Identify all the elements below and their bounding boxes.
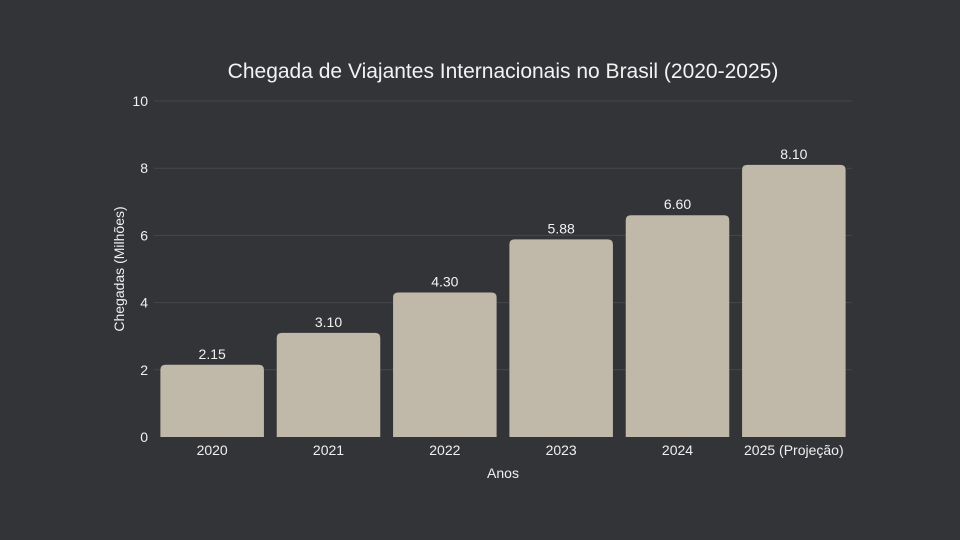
bar-2025 (742, 164, 846, 437)
x-tick-label: 2024 (662, 442, 693, 458)
gridlines (154, 100, 852, 371)
y-axis-ticks: 0 2 4 6 8 10 (132, 93, 148, 445)
data-label: 2.15 (199, 346, 226, 362)
data-labels: 2.15 3.10 4.30 5.88 6.60 8.10 (199, 146, 808, 362)
data-label: 6.60 (664, 196, 691, 212)
y-axis-title: Chegadas (Milhões) (111, 206, 127, 331)
data-label: 4.30 (431, 274, 458, 290)
x-axis-ticks: 2020 2021 2022 2023 2024 2025 (Projeção) (197, 442, 844, 458)
y-tick-label: 4 (140, 295, 148, 311)
x-tick-label: 2022 (429, 442, 460, 458)
x-tick-label: 2023 (546, 442, 577, 458)
y-tick-label: 8 (140, 160, 148, 176)
x-tick-label: 2020 (197, 442, 228, 458)
chart-title: Chegada de Viajantes Internacionais no B… (228, 60, 779, 83)
data-label: 3.10 (315, 314, 342, 330)
bar-2020 (160, 364, 264, 437)
x-axis-title: Anos (487, 465, 519, 481)
bar-2023 (509, 239, 613, 437)
bar-2024 (625, 215, 730, 437)
bar-2022 (393, 292, 497, 437)
y-tick-label: 10 (132, 93, 148, 109)
y-tick-label: 2 (140, 362, 148, 378)
y-tick-label: 0 (140, 429, 148, 445)
x-tick-label: 2021 (313, 442, 344, 458)
bars (160, 164, 846, 437)
bar-2021 (276, 332, 381, 437)
data-label: 5.88 (548, 220, 575, 236)
data-label: 8.10 (780, 146, 807, 162)
y-tick-label: 6 (140, 227, 148, 243)
x-tick-label: 2025 (Projeção) (744, 442, 844, 458)
